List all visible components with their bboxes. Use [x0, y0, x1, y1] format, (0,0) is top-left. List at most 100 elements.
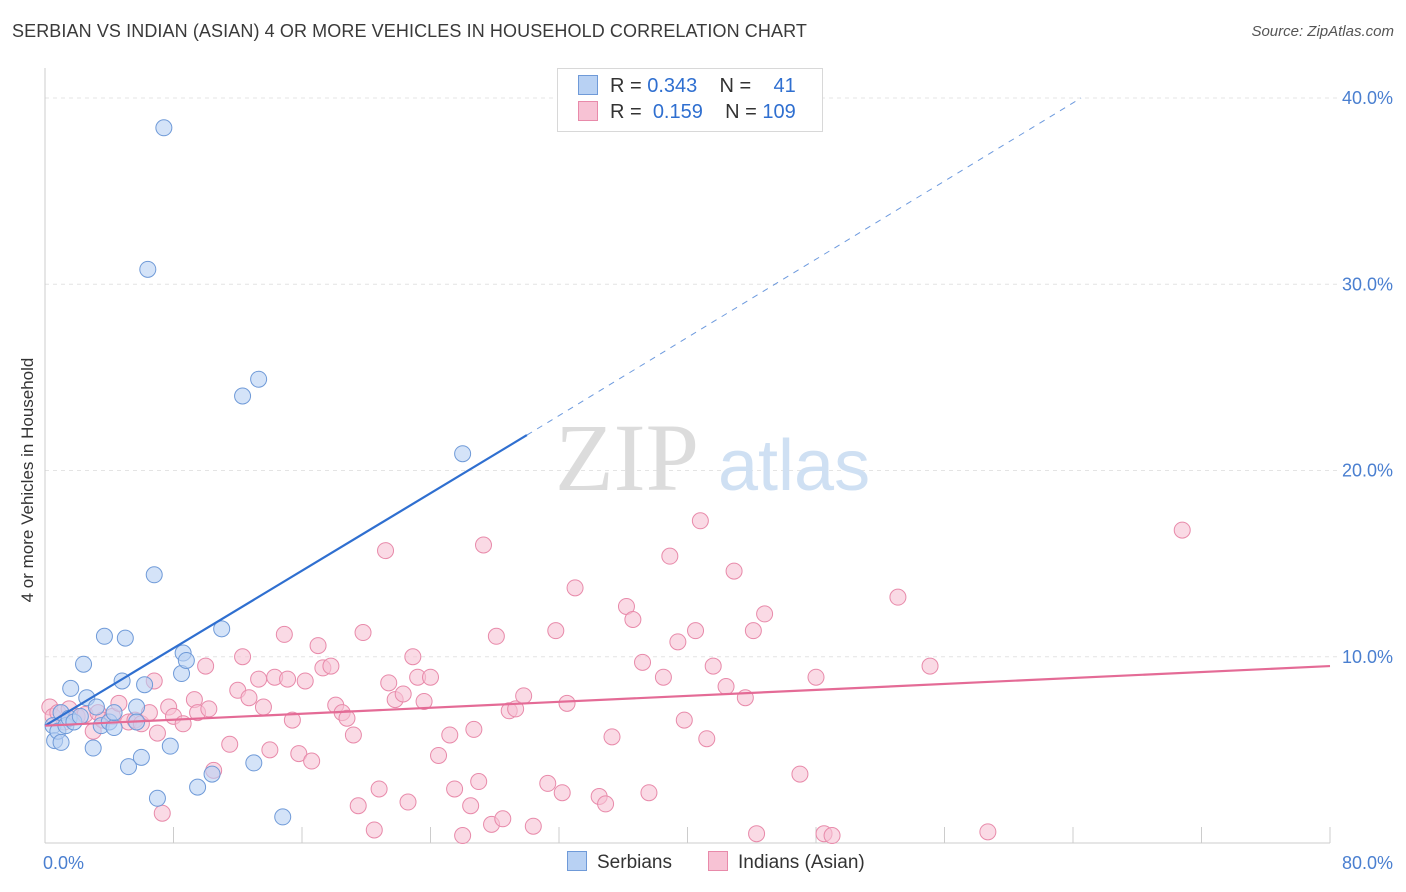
indian-point-60 — [422, 668, 439, 686]
bottom-legend-serbians: Serbians — [567, 851, 672, 874]
indian-point-30 — [240, 689, 258, 707]
bottom-serbians-swatch — [567, 851, 587, 871]
indian-point-93 — [691, 512, 709, 530]
indian-point-31 — [250, 670, 268, 688]
indian-point-87 — [640, 784, 658, 802]
indian-point-25 — [200, 700, 218, 718]
indian-point-46 — [338, 709, 356, 727]
serbian-point-29 — [155, 119, 173, 137]
indian-point-78 — [553, 784, 571, 802]
indian-point-59 — [415, 692, 433, 710]
indian-point-61 — [430, 746, 448, 764]
serbian-point-22 — [128, 698, 146, 716]
indian-point-66 — [465, 720, 483, 738]
indian-point-68 — [475, 536, 493, 554]
indian-point-67 — [470, 773, 488, 791]
y-tick-label-0: 10.0% — [1342, 647, 1393, 667]
indians-swatch — [578, 101, 598, 121]
indian-point-39 — [296, 672, 314, 690]
watermark-zip: ZIP — [555, 404, 699, 511]
correlation-legend: R = 0.343 N = 41 R = 0.159 N = 109 — [557, 68, 823, 132]
serbian-point-7 — [62, 679, 80, 697]
indian-point-102 — [791, 765, 809, 783]
indian-point-100 — [748, 825, 766, 843]
indian-point-71 — [494, 810, 512, 828]
indian-point-88 — [654, 668, 672, 686]
serbian-point-21 — [120, 758, 138, 776]
indian-point-65 — [462, 797, 480, 815]
serbian-point-20 — [116, 629, 134, 647]
x-tick-label-0: 0.0% — [43, 853, 84, 873]
indian-point-41 — [309, 637, 327, 655]
y-tick-label-2: 30.0% — [1342, 274, 1393, 294]
indian-point-99 — [744, 622, 762, 640]
bottom-legend-indians: Indians (Asian) — [708, 851, 865, 874]
tick-labels: 10.0% 20.0% 30.0% 40.0% 0.0% 80.0% — [43, 88, 1393, 873]
serbian-trend-extension — [526, 97, 1082, 436]
serbian-point-4 — [52, 733, 70, 751]
serbian-point-33 — [177, 651, 195, 669]
indian-point-40 — [303, 752, 321, 770]
indian-point-94 — [698, 730, 716, 748]
indian-point-109 — [1173, 521, 1191, 539]
indian-point-74 — [515, 687, 533, 705]
indian-point-43 — [322, 657, 340, 675]
serbian-point-27 — [145, 566, 163, 584]
serbians-n-value: 41 — [773, 75, 796, 97]
serbian-point-37 — [234, 387, 252, 405]
series-indians-points — [41, 512, 1191, 845]
serbian-point-40 — [274, 808, 292, 826]
trend-lines — [44, 97, 1331, 727]
indian-point-95 — [704, 657, 722, 675]
indians-n-value: 109 — [762, 101, 796, 123]
indian-point-53 — [380, 674, 398, 692]
serbian-trend-line — [44, 434, 528, 727]
serbian-point-15 — [95, 627, 113, 645]
indians-n-label: N = — [725, 101, 757, 123]
indian-point-80 — [566, 579, 584, 597]
legend-row-serbians: R = 0.343 N = 41 — [578, 75, 796, 101]
indian-point-35 — [275, 625, 293, 643]
serbians-n-label: N = — [719, 75, 752, 97]
indian-point-38 — [290, 745, 308, 763]
serbian-point-34 — [189, 778, 207, 796]
indian-point-103 — [807, 668, 825, 686]
indian-point-50 — [365, 821, 383, 839]
indian-point-29 — [234, 648, 252, 666]
indian-point-79 — [558, 694, 576, 712]
indian-point-62 — [441, 726, 459, 744]
serbian-point-24 — [132, 748, 150, 766]
x-tick-label-1: 80.0% — [1342, 853, 1393, 873]
indian-point-70 — [487, 627, 505, 645]
grid-lines — [45, 97, 1340, 658]
legend-row-indians: R = 0.159 N = 109 — [578, 101, 796, 127]
serbians-r-label: R = — [610, 75, 642, 97]
indians-r-value: 0.159 — [652, 101, 703, 123]
indian-point-92 — [687, 622, 705, 640]
indian-point-37 — [283, 711, 301, 729]
indian-point-51 — [370, 780, 388, 798]
serbian-point-30 — [161, 737, 179, 755]
indian-point-82 — [597, 795, 615, 813]
y-tick-label-1: 20.0% — [1342, 461, 1393, 481]
indians-r-label: R = — [610, 101, 642, 123]
indian-point-49 — [354, 624, 372, 642]
watermark: ZIP atlas — [555, 404, 870, 511]
source-label: Source: ZipAtlas.com — [1251, 23, 1394, 40]
indian-point-85 — [624, 611, 642, 628]
watermark-atlas: atlas — [718, 426, 870, 506]
indian-point-63 — [446, 780, 464, 798]
indian-point-48 — [349, 797, 367, 815]
indian-point-75 — [524, 817, 542, 835]
indian-point-108 — [979, 823, 997, 841]
indian-point-97 — [725, 562, 743, 580]
indian-point-76 — [539, 774, 557, 792]
serbian-point-25 — [136, 676, 154, 694]
serbian-point-26 — [139, 260, 157, 278]
serbians-r-value: 0.343 — [647, 75, 698, 97]
serbian-point-41 — [454, 445, 472, 463]
indian-point-24 — [197, 657, 215, 675]
indian-point-83 — [603, 728, 621, 746]
indian-point-33 — [261, 741, 279, 759]
